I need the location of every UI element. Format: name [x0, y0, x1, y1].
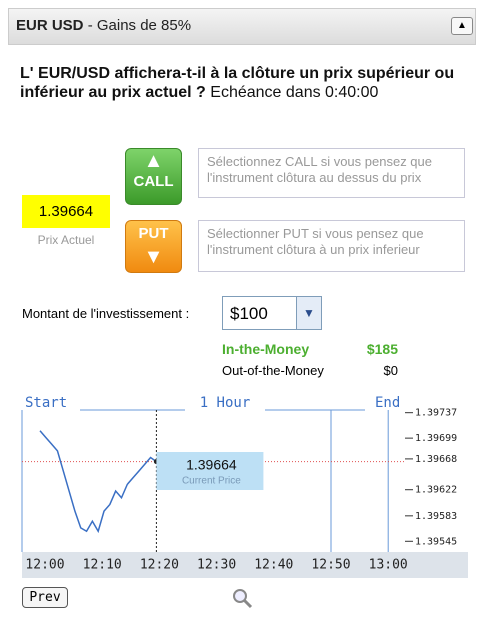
amount-select[interactable]: $100 ▼	[222, 296, 322, 330]
call-label: CALL	[133, 173, 174, 190]
collapse-button[interactable]: ▲	[451, 17, 473, 35]
down-arrow: ▼	[143, 246, 164, 268]
y-tick-label: 1.39737	[415, 408, 457, 419]
y-tick-label: 1.39583	[415, 511, 457, 522]
time-label: 12:30	[197, 558, 236, 573]
time-label: 12:50	[311, 558, 350, 573]
up-arrow: ▲	[143, 150, 164, 172]
investment-label: Montant de l'investissement :	[22, 306, 190, 321]
put-button[interactable]: PUT ▼	[125, 220, 182, 273]
price-label: Prix Actuel	[37, 233, 95, 247]
out-money-value: $0	[383, 363, 398, 378]
span-label: 1 Hour	[200, 395, 251, 411]
time-label: 12:40	[254, 558, 293, 573]
time-axis-bar	[22, 552, 468, 578]
gain: - Gains de 85%	[87, 17, 192, 34]
expiry: Echéance dans 0:40:00	[210, 84, 379, 101]
time-label: 13:00	[369, 558, 408, 573]
in-money-label: In-the-Money	[222, 341, 310, 357]
put-label: PUT	[138, 225, 169, 242]
header-title: EUR USD - Gains de 85%	[16, 17, 191, 34]
current-box	[156, 452, 264, 490]
end-label: End	[375, 395, 400, 411]
y-tick-label: 1.39545	[415, 536, 457, 547]
zoom-icon[interactable]	[232, 588, 254, 610]
time-label: 12:10	[83, 558, 122, 573]
price-line	[39, 430, 157, 534]
out-money-label: Out-of-the-Money	[222, 363, 324, 378]
call-hint: Sélectionnez CALL si vous pensez que l'i…	[198, 148, 465, 198]
question: L' EUR/USD affichera-t-il à la clôture u…	[20, 64, 460, 102]
prev-button[interactable]: Prev	[22, 587, 68, 608]
in-money-value: $185	[366, 341, 398, 357]
current-box-label: Current Price	[182, 476, 241, 487]
current-box-value: 1.39664	[186, 457, 237, 473]
pair: EUR USD	[16, 17, 84, 34]
header-bar	[8, 8, 476, 45]
current-price: 1.39664	[22, 195, 110, 228]
price-chart: Start 1 Hour End 12:00 12:10 12:20 12:30 12:40 1…	[21, 395, 468, 578]
put-hint: Sélectionner PUT si vous pensez que l'in…	[198, 220, 465, 272]
time-label: 12:00	[25, 558, 64, 573]
y-tick-label: 1.39699	[415, 433, 457, 444]
select-arrow: ▼	[296, 297, 321, 329]
amount: $100	[230, 304, 268, 323]
question-text: L' EUR/USD affichera-t-il à la clôture u…	[20, 65, 455, 101]
call-button[interactable]: ▲ CALL	[125, 148, 182, 205]
y-tick-label: 1.39622	[415, 485, 457, 496]
time-label: 12:20	[140, 558, 179, 573]
y-tick-label: 1.39668	[415, 454, 457, 465]
start-label: Start	[25, 395, 67, 411]
